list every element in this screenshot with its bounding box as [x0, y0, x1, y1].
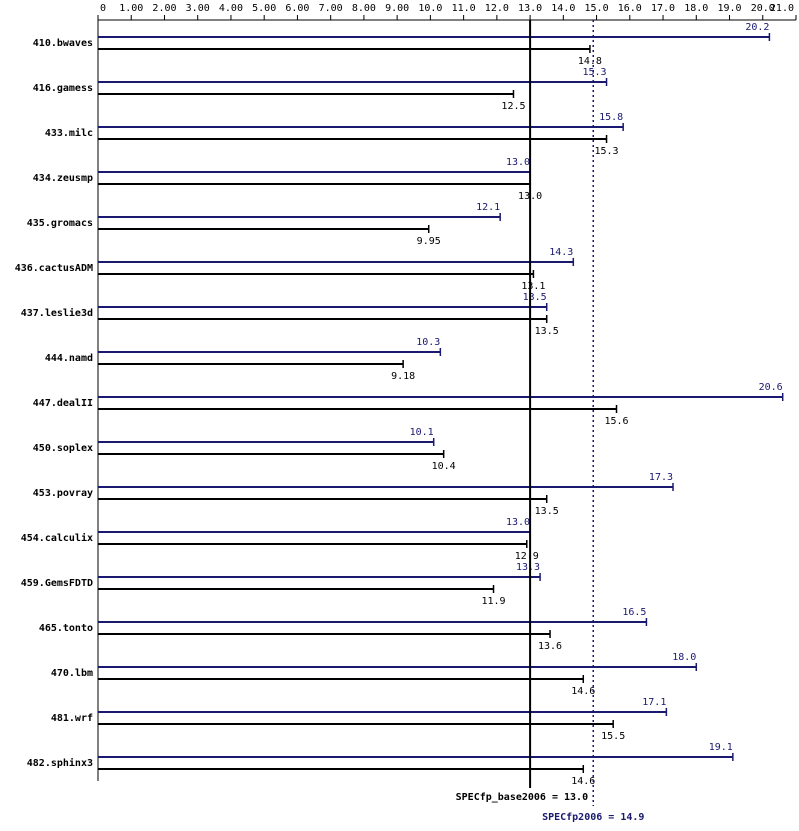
x-tick-label: 9.00 — [385, 3, 409, 14]
category-label: 453.povray — [33, 488, 93, 499]
x-tick-label: 11.0 — [452, 3, 476, 14]
value-label: 15.5 — [601, 731, 625, 742]
value-label: 14.3 — [549, 247, 573, 258]
value-label: 14.8 — [578, 56, 602, 67]
value-label: 20.2 — [745, 22, 769, 33]
value-label: 10.1 — [410, 427, 434, 438]
category-label: 459.GemsFDTD — [21, 578, 93, 589]
value-label: 15.6 — [604, 416, 628, 427]
category-label: 481.wrf — [51, 713, 93, 724]
value-label: 20.6 — [759, 382, 783, 393]
x-tick-label: 17.0 — [651, 3, 675, 14]
value-label: 15.3 — [594, 146, 618, 157]
reference-label: SPECfp_base2006 = 13.0 — [456, 792, 588, 803]
x-tick-label: 19.0 — [717, 3, 741, 14]
x-tick-label: 0 — [100, 3, 106, 14]
x-tick-label: 14.0 — [551, 3, 575, 14]
value-label: 10.3 — [416, 337, 440, 348]
value-label: 18.0 — [672, 652, 696, 663]
category-label: 450.soplex — [33, 443, 93, 454]
x-tick-label: 16.0 — [618, 3, 642, 14]
value-label: 12.1 — [476, 202, 500, 213]
value-label: 9.18 — [391, 371, 415, 382]
value-label: 13.3 — [516, 562, 540, 573]
x-tick-label: 12.0 — [485, 3, 509, 14]
x-tick-label: 18.0 — [684, 3, 708, 14]
value-label: 16.5 — [622, 607, 646, 618]
reference-label: SPECfp2006 = 14.9 — [542, 812, 644, 823]
x-tick-label: 4.00 — [219, 3, 243, 14]
x-tick-label: 15.0 — [585, 3, 609, 14]
value-label: 13.5 — [535, 326, 559, 337]
x-tick-label: 10.0 — [418, 3, 442, 14]
value-label: 17.3 — [649, 472, 673, 483]
category-label: 433.milc — [45, 127, 93, 139]
value-label: 15.8 — [599, 112, 623, 123]
x-tick-label: 20.0 — [751, 3, 775, 14]
value-label: 13.0 — [506, 157, 530, 168]
value-label: 19.1 — [709, 742, 733, 753]
x-tick-label: 21.0 — [770, 3, 794, 14]
value-label: 15.3 — [582, 67, 606, 78]
value-label: 14.6 — [571, 776, 595, 787]
value-label: 14.6 — [571, 686, 595, 697]
category-label: 435.gromacs — [27, 218, 93, 229]
value-label: 10.4 — [432, 461, 456, 472]
category-label: 444.namd — [45, 353, 93, 364]
category-label: 454.calculix — [21, 532, 93, 544]
category-label: 482.sphinx3 — [27, 757, 93, 769]
value-label: 11.9 — [481, 596, 505, 607]
x-tick-label: 1.00 — [119, 3, 143, 14]
category-label: 437.leslie3d — [21, 307, 93, 319]
category-label: 470.lbm — [51, 668, 93, 679]
x-tick-label: 5.00 — [252, 3, 276, 14]
x-tick-label: 7.00 — [319, 3, 343, 14]
value-label: 17.1 — [642, 697, 666, 708]
x-tick-label: 3.00 — [186, 3, 210, 14]
value-label: 13.5 — [523, 292, 547, 303]
category-label: 410.bwaves — [33, 38, 93, 49]
x-tick-label: 13.0 — [518, 3, 542, 14]
value-label: 13.6 — [538, 641, 562, 652]
category-label: 416.gamess — [33, 83, 93, 94]
value-label: 12.9 — [515, 551, 539, 562]
value-label: 13.5 — [535, 506, 559, 517]
value-label: 13.0 — [506, 517, 530, 528]
value-label: 12.5 — [501, 101, 525, 112]
x-tick-label: 6.00 — [285, 3, 309, 14]
x-tick-label: 8.00 — [352, 3, 376, 14]
category-label: 465.tonto — [39, 623, 93, 634]
value-label: 13.1 — [521, 281, 545, 292]
category-label: 434.zeusmp — [33, 173, 93, 184]
category-label: 436.cactusADM — [15, 263, 93, 274]
x-tick-label: 2.00 — [152, 3, 176, 14]
category-label: 447.dealII — [33, 398, 93, 409]
value-label: 9.95 — [417, 236, 441, 247]
